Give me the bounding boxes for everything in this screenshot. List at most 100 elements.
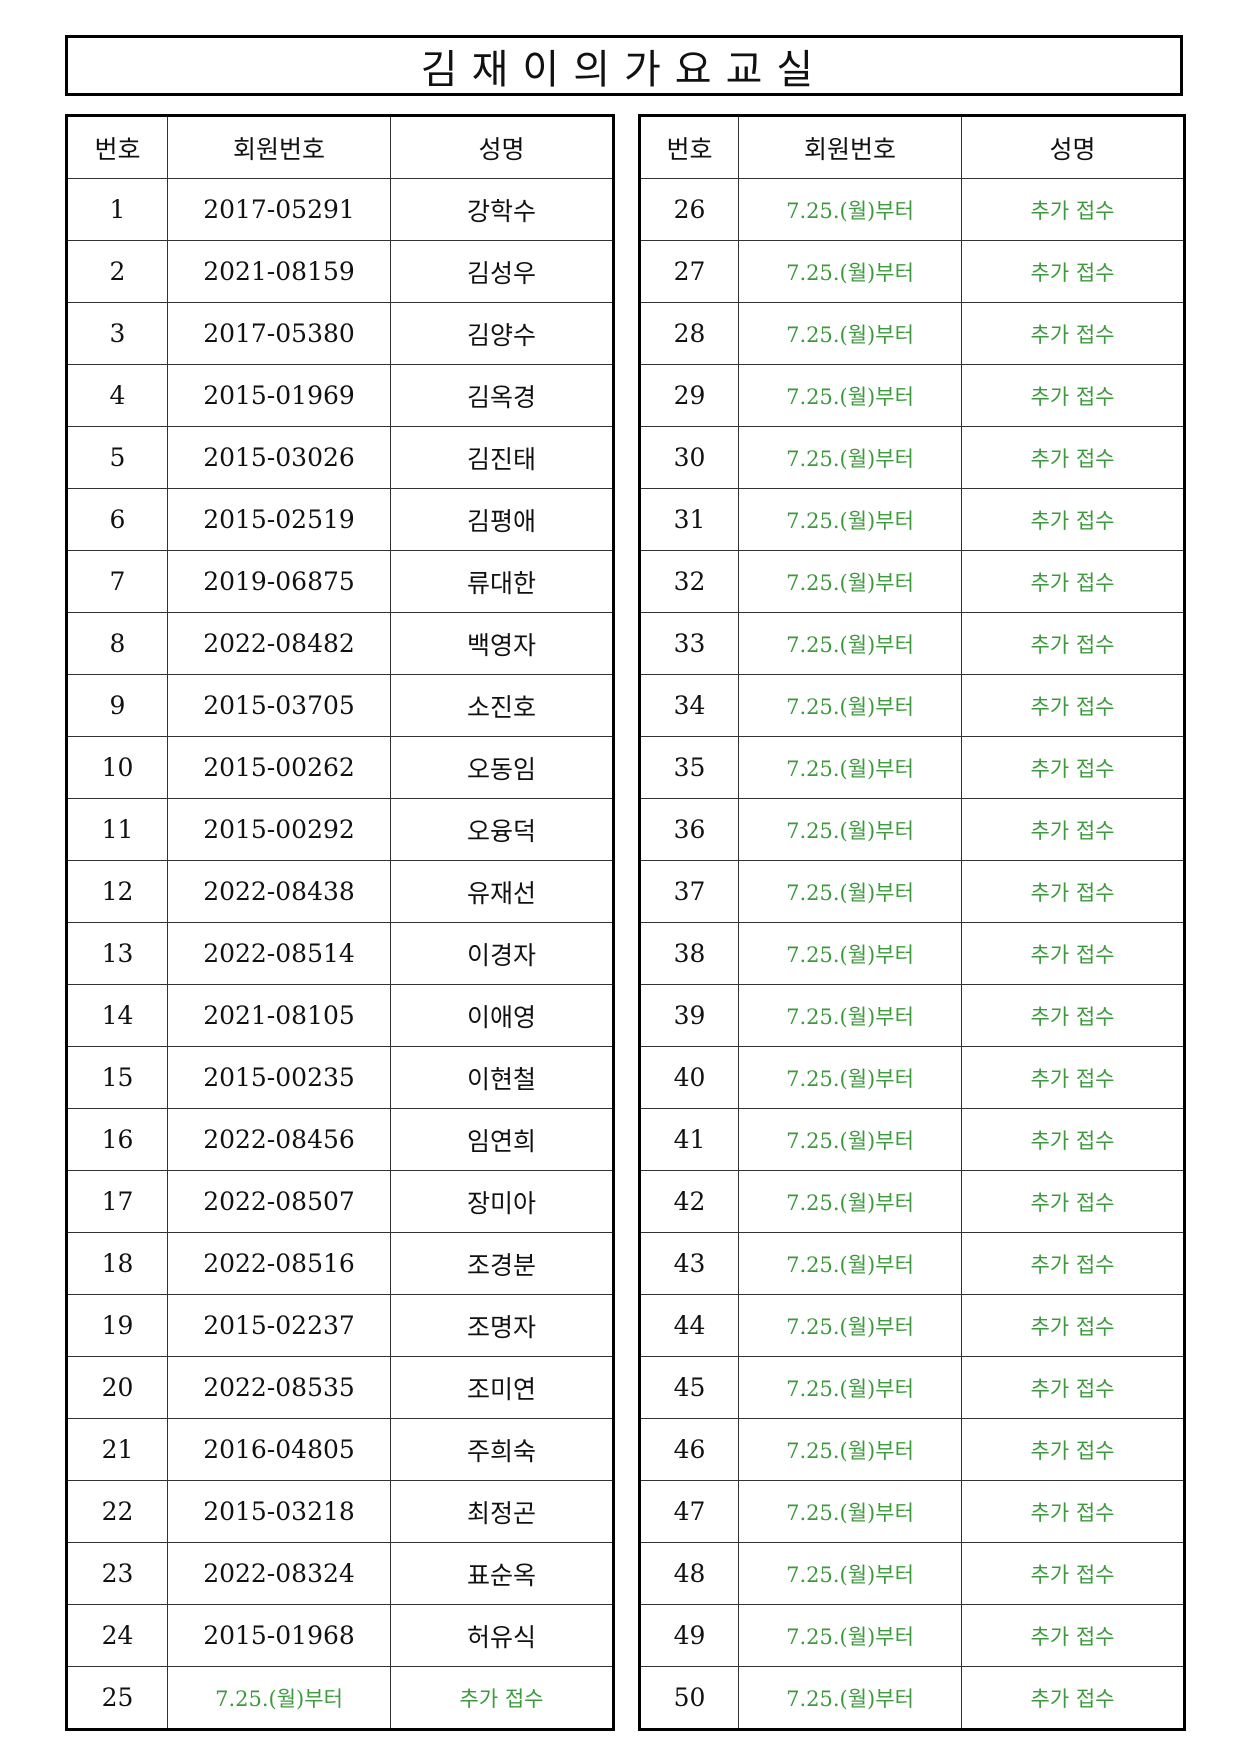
table-row: 42 7.25.(월)부터 추가 접수	[639, 1170, 1185, 1233]
member-name: 이현철	[390, 1046, 614, 1109]
table-row: 36 7.25.(월)부터 추가 접수	[639, 798, 1185, 861]
member-name: 추가 접수	[961, 860, 1185, 923]
header-no: 번호	[639, 115, 739, 179]
member-name: 표순옥	[390, 1542, 614, 1605]
table-row: 49 7.25.(월)부터 추가 접수	[639, 1604, 1185, 1667]
row-number: 50	[639, 1666, 739, 1730]
member-number: 2021-08159	[167, 240, 391, 303]
member-name: 김양수	[390, 302, 614, 365]
member-number: 2017-05291	[167, 178, 391, 241]
member-name: 오동임	[390, 736, 614, 799]
member-name: 추가 접수	[961, 488, 1185, 551]
table-row: 14 2021-08105 이애영	[66, 984, 614, 1047]
table-row: 25 7.25.(월)부터 추가 접수	[66, 1666, 614, 1730]
row-number: 45	[639, 1356, 739, 1419]
row-number: 7	[66, 550, 168, 613]
page-title: 김재이의가요교실	[420, 46, 828, 93]
member-number: 2017-05380	[167, 302, 391, 365]
row-number: 29	[639, 364, 739, 427]
member-number: 2015-03705	[167, 674, 391, 737]
member-name: 조명자	[390, 1294, 614, 1357]
row-number: 26	[639, 178, 739, 241]
member-number: 7.25.(월)부터	[738, 984, 962, 1047]
member-table-right: 번호 회원번호 성명 26 7.25.(월)부터 추가 접수 27 7.25.(월)부터…	[638, 114, 1186, 1731]
member-name: 오융덕	[390, 798, 614, 861]
row-number: 43	[639, 1232, 739, 1295]
table-row: 17 2022-08507 장미아	[66, 1170, 614, 1233]
member-number: 2015-03026	[167, 426, 391, 489]
member-number: 2015-00292	[167, 798, 391, 861]
row-number: 14	[66, 984, 168, 1047]
row-number: 22	[66, 1480, 168, 1543]
member-number: 2015-01969	[167, 364, 391, 427]
table-row: 41 7.25.(월)부터 추가 접수	[639, 1108, 1185, 1171]
member-name: 추가 접수	[961, 1046, 1185, 1109]
row-number: 11	[66, 798, 168, 861]
member-name: 추가 접수	[961, 798, 1185, 861]
member-name: 추가 접수	[961, 1108, 1185, 1171]
member-name: 추가 접수	[961, 1356, 1185, 1419]
member-name: 김성우	[390, 240, 614, 303]
row-number: 8	[66, 612, 168, 675]
member-name: 추가 접수	[961, 364, 1185, 427]
row-number: 32	[639, 550, 739, 613]
table-row: 1 2017-05291 강학수	[66, 178, 614, 241]
header-row: 번호 회원번호 성명	[66, 115, 614, 179]
row-number: 47	[639, 1480, 739, 1543]
row-number: 13	[66, 922, 168, 985]
member-number: 2015-00235	[167, 1046, 391, 1109]
row-number: 37	[639, 860, 739, 923]
member-number: 7.25.(월)부터	[738, 302, 962, 365]
table-row: 50 7.25.(월)부터 추가 접수	[639, 1666, 1185, 1730]
member-name: 김진태	[390, 426, 614, 489]
table-row: 48 7.25.(월)부터 추가 접수	[639, 1542, 1185, 1605]
row-number: 36	[639, 798, 739, 861]
row-number: 44	[639, 1294, 739, 1357]
table-row: 43 7.25.(월)부터 추가 접수	[639, 1232, 1185, 1295]
member-number: 2015-01968	[167, 1604, 391, 1667]
row-number: 28	[639, 302, 739, 365]
table-row: 26 7.25.(월)부터 추가 접수	[639, 178, 1185, 241]
table-row: 19 2015-02237 조명자	[66, 1294, 614, 1357]
table-row: 29 7.25.(월)부터 추가 접수	[639, 364, 1185, 427]
member-number: 2022-08324	[167, 1542, 391, 1605]
member-number: 2022-08516	[167, 1232, 391, 1295]
member-name: 추가 접수	[961, 984, 1185, 1047]
member-number: 2022-08514	[167, 922, 391, 985]
member-name: 백영자	[390, 612, 614, 675]
member-number: 2022-08482	[167, 612, 391, 675]
table-row: 47 7.25.(월)부터 추가 접수	[639, 1480, 1185, 1543]
table-row: 27 7.25.(월)부터 추가 접수	[639, 240, 1185, 303]
member-number: 7.25.(월)부터	[738, 488, 962, 551]
member-name: 조경분	[390, 1232, 614, 1295]
row-number: 6	[66, 488, 168, 551]
member-number: 2022-08456	[167, 1108, 391, 1171]
row-number: 35	[639, 736, 739, 799]
member-name: 최정곤	[390, 1480, 614, 1543]
table-row: 34 7.25.(월)부터 추가 접수	[639, 674, 1185, 737]
member-name: 추가 접수	[961, 736, 1185, 799]
table-row: 3 2017-05380 김양수	[66, 302, 614, 365]
member-number: 2015-00262	[167, 736, 391, 799]
member-number: 7.25.(월)부터	[738, 1232, 962, 1295]
member-name: 추가 접수	[961, 1604, 1185, 1667]
member-name: 김옥경	[390, 364, 614, 427]
member-name: 추가 접수	[961, 1418, 1185, 1481]
member-number: 7.25.(월)부터	[738, 1108, 962, 1171]
member-number: 2015-03218	[167, 1480, 391, 1543]
member-name: 소진호	[390, 674, 614, 737]
row-number: 41	[639, 1108, 739, 1171]
member-number: 7.25.(월)부터	[738, 1294, 962, 1357]
table-row: 38 7.25.(월)부터 추가 접수	[639, 922, 1185, 985]
table-row: 13 2022-08514 이경자	[66, 922, 614, 985]
member-name: 추가 접수	[961, 612, 1185, 675]
member-name: 추가 접수	[961, 922, 1185, 985]
row-number: 25	[66, 1666, 168, 1730]
table-row: 30 7.25.(월)부터 추가 접수	[639, 426, 1185, 489]
row-number: 39	[639, 984, 739, 1047]
row-number: 12	[66, 860, 168, 923]
member-name: 이경자	[390, 922, 614, 985]
row-number: 19	[66, 1294, 168, 1357]
table-row: 28 7.25.(월)부터 추가 접수	[639, 302, 1185, 365]
row-number: 46	[639, 1418, 739, 1481]
